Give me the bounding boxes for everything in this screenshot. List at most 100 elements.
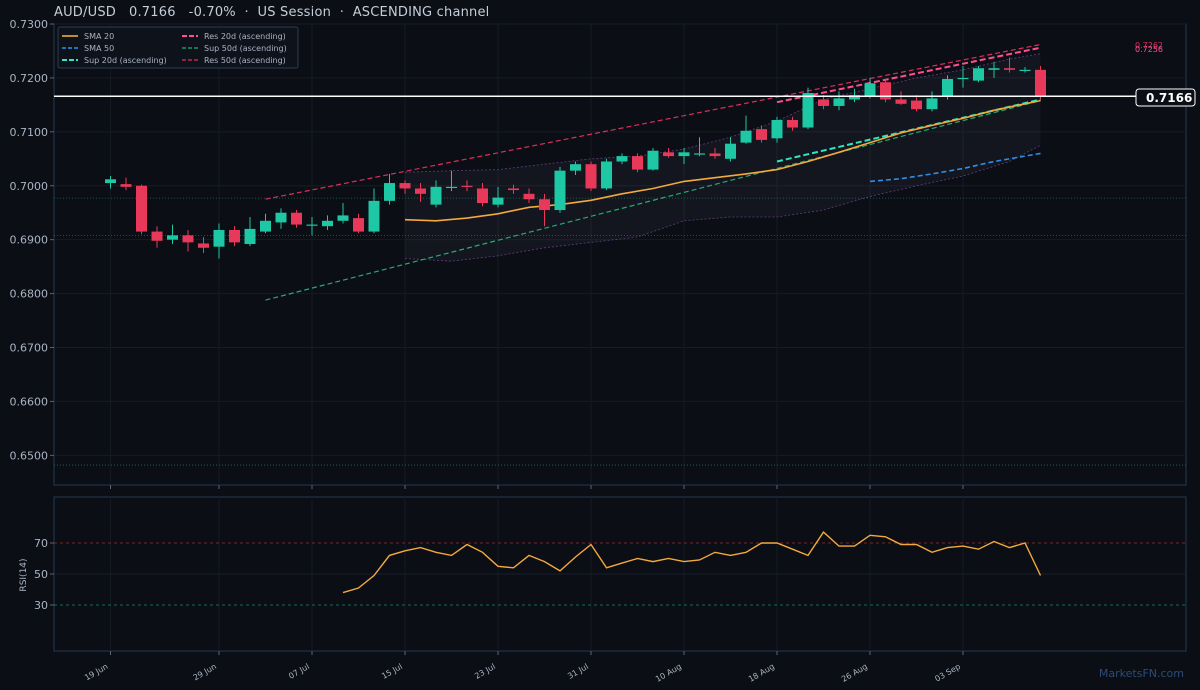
res50-line: [265, 43, 1041, 200]
candle-body-up: [694, 153, 705, 155]
candle-body-up: [616, 156, 628, 162]
rsi-tick-label: 30: [34, 599, 48, 612]
legend-label-sup50: Sup 50d (ascending): [204, 44, 287, 53]
candle-body-down: [182, 235, 194, 243]
candle-body-up: [1019, 69, 1031, 72]
band-upper-line: [404, 53, 1041, 173]
price-tick-label: 0.6600: [10, 395, 49, 408]
watermark: MarketsFN.com: [1098, 667, 1184, 680]
price-tick-label: 0.6500: [10, 449, 49, 462]
price-tick-label: 0.6800: [10, 288, 49, 301]
time-tick-label: 03 Sep: [933, 662, 962, 684]
time-tick-label: 07 Jul: [287, 662, 311, 681]
candle-body-up: [213, 229, 225, 247]
candle-body-up: [244, 228, 256, 244]
chart-legend: SMA 20 SMA 50 Sup 20d (ascending) Res 20…: [57, 26, 299, 69]
candle-body-down: [198, 243, 209, 248]
candle-body-up: [988, 68, 1000, 70]
candle-body-down: [523, 193, 535, 200]
candle-body-down: [461, 185, 473, 187]
time-tick-label: 10 Aug: [654, 662, 683, 684]
candle-body-down: [151, 231, 163, 241]
title-symbol: AUD/USD: [54, 5, 116, 20]
candle-body-down: [229, 229, 240, 243]
candle-body-down: [756, 129, 767, 140]
candle-body-down: [477, 188, 488, 204]
candle-body-up: [275, 212, 287, 223]
price-tick-label: 0.7100: [10, 126, 49, 139]
time-tick-label: 29 Jun: [192, 662, 218, 682]
price-tick-label: 0.7300: [10, 18, 49, 31]
candle-body-up: [973, 68, 984, 81]
candle-body-up: [725, 143, 736, 159]
candle-body-up: [105, 179, 116, 184]
candle-body-up: [430, 186, 442, 205]
candle-body-down: [632, 156, 643, 170]
price-panel: [53, 23, 1187, 486]
rsi-line: [342, 531, 1042, 594]
candle-body-up: [678, 152, 690, 157]
title-channel: ASCENDING channel: [352, 5, 490, 20]
legend-label-res50: Res 50d (ascending): [204, 56, 286, 65]
candle-body-up: [337, 215, 349, 221]
candle-body-down: [399, 183, 411, 189]
price-tick-label: 0.7000: [10, 180, 49, 193]
candle-body-up: [802, 93, 814, 128]
candle-body-down: [353, 218, 364, 232]
price-tick-label: 0.6900: [10, 234, 49, 247]
candle-body-up: [368, 200, 380, 232]
candle-body-up: [322, 220, 333, 227]
candle-body-up: [167, 235, 178, 240]
sup50-line: [265, 100, 1041, 301]
candle-body-up: [306, 224, 318, 226]
title-change: -0.70%: [188, 5, 236, 20]
candle-body-up: [926, 98, 938, 110]
candle-body-down: [880, 82, 891, 100]
candle-body-down: [120, 184, 132, 187]
time-tick-label: 15 Jul: [380, 662, 404, 681]
candle-body-up: [260, 220, 271, 232]
price-tag-label: 0.7166: [1146, 91, 1192, 105]
candle-body-down: [663, 152, 674, 157]
candle-body-down: [508, 188, 519, 191]
candle-body-down: [136, 185, 147, 232]
time-tick-label: 23 Jul: [473, 662, 497, 681]
title-price: 0.7166: [128, 5, 176, 20]
candle-body-down: [415, 188, 426, 194]
candle-body-up: [492, 197, 504, 205]
time-tick-label: 18 Aug: [747, 662, 776, 684]
band-lower-line: [404, 144, 1041, 262]
candle-body-down: [585, 164, 597, 189]
legend-label-sup20: Sup 20d (ascending): [84, 56, 167, 65]
price-tick-label: 0.6700: [10, 342, 49, 355]
candle-body-up: [957, 77, 969, 80]
candle-body-down: [709, 153, 721, 157]
rsi-axis-label: RSI(14): [19, 558, 29, 591]
candle-body-up: [833, 98, 845, 106]
price-tick-label: 0.7200: [10, 72, 49, 85]
candle-body-up: [570, 164, 581, 171]
legend-label-res20: Res 20d (ascending): [204, 32, 286, 41]
chart-title: AUD/USD 0.7166 -0.70% · US Session · ASC…: [54, 5, 490, 20]
candle-body-up: [647, 150, 659, 170]
rsi-tick-label: 50: [34, 568, 48, 581]
candle-body-up: [864, 83, 876, 97]
legend-box: [57, 26, 299, 69]
sma20-line: [404, 99, 1041, 222]
candle-body-down: [911, 100, 922, 110]
candle-body-up: [740, 130, 752, 143]
candle-body-down: [818, 99, 829, 106]
candle-body-up: [601, 161, 612, 189]
candle-body-up: [554, 170, 566, 211]
candle-body-down: [787, 119, 798, 128]
title-session: US Session: [257, 5, 332, 20]
candle-body-up: [446, 186, 457, 189]
res20-value-label: 0.7256: [1135, 45, 1163, 54]
candle-body-down: [539, 199, 550, 211]
time-tick-label: 31 Jul: [566, 662, 590, 681]
price-tag-box: [1135, 88, 1196, 107]
candle-body-up: [771, 119, 783, 139]
candle-body-up: [849, 95, 860, 100]
legend-label-sma20: SMA 20: [84, 32, 114, 41]
